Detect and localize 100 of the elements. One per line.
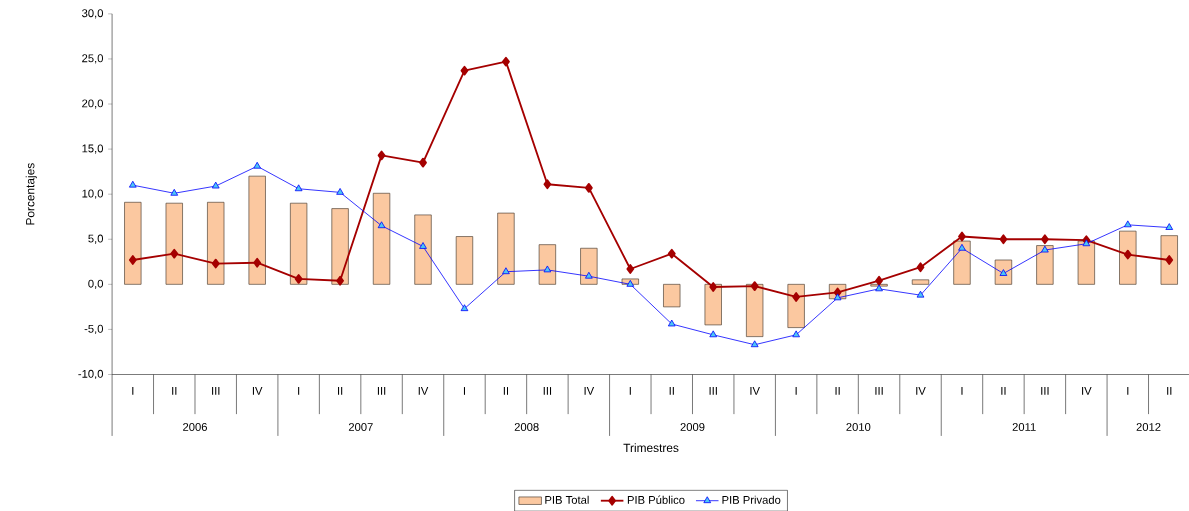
point: [1165, 223, 1174, 230]
point: [667, 319, 676, 327]
y-tick-label: 15,0: [82, 144, 103, 154]
y-tick-label: 25,0: [82, 54, 103, 64]
bar: [1160, 235, 1178, 285]
point: [211, 258, 220, 269]
point: [253, 161, 262, 169]
point: [543, 179, 552, 190]
x-tick-label: I: [961, 386, 963, 395]
bar: [1077, 240, 1095, 285]
point: [958, 243, 966, 251]
point: [253, 257, 262, 268]
bar: [455, 236, 474, 285]
bar: [953, 240, 971, 285]
point: [1123, 220, 1132, 228]
point: [377, 221, 386, 229]
bar: [290, 202, 308, 285]
x-tick-label: III: [212, 386, 220, 395]
x-tick-label: I: [1127, 386, 1129, 395]
point: [1041, 245, 1049, 253]
bar: [580, 247, 598, 285]
text: 2008: [514, 422, 539, 431]
legend-label: PIB Privado: [722, 495, 781, 504]
x-tick-label: II: [172, 386, 177, 395]
y-tick-label: -5,0: [84, 324, 104, 334]
x-tick-label: II: [835, 386, 840, 395]
y-tick-label: 5,0: [88, 234, 104, 244]
y-tick-label: 20,0: [82, 99, 103, 109]
text: 2011: [1012, 422, 1036, 431]
point: [460, 304, 469, 311]
point: [377, 150, 386, 161]
point: [1165, 255, 1174, 265]
point: [875, 284, 883, 292]
bar: [663, 283, 681, 308]
text: 2007: [348, 422, 373, 431]
x-tick-label: III: [1041, 386, 1049, 395]
point: [626, 264, 635, 274]
x-tick-label: IV: [584, 386, 595, 395]
point: [460, 65, 469, 76]
point: [336, 187, 344, 195]
x-tick-label: I: [463, 386, 466, 395]
x-tick-label: IV: [916, 386, 926, 395]
x-tick-label: III: [709, 386, 717, 395]
y-tick-label: -10,0: [78, 369, 103, 380]
point: [999, 234, 1008, 245]
point: [750, 281, 759, 291]
bar: [124, 201, 142, 285]
x-tick-label: III: [377, 386, 386, 395]
bar: [911, 279, 930, 285]
point: [833, 293, 842, 301]
point: [419, 157, 427, 168]
point: [792, 291, 801, 302]
x-tick-label: I: [629, 386, 631, 395]
point: [916, 262, 925, 272]
x-tick-label: IV: [1082, 386, 1092, 395]
bar: [497, 212, 515, 285]
x-tick-label: IV: [252, 386, 263, 395]
point: [709, 330, 718, 338]
point: [294, 184, 303, 192]
text: 2010: [846, 422, 871, 431]
x-tick-label: II: [338, 386, 343, 395]
point: [1040, 234, 1049, 245]
legend-label: PIB Total: [545, 495, 589, 504]
point: [294, 273, 303, 284]
bar: [414, 214, 432, 285]
point: [128, 255, 137, 265]
x-tick-label: II: [503, 386, 509, 395]
point: [170, 188, 179, 196]
x-tick-label: I: [132, 386, 134, 395]
point: [585, 271, 593, 279]
point: [419, 242, 427, 249]
bar: [1036, 245, 1054, 285]
y-tick-label: 10,0: [82, 189, 103, 199]
x-tick-label: III: [875, 386, 883, 395]
point: [543, 265, 552, 273]
point: [750, 340, 759, 348]
point: [1123, 249, 1132, 260]
point: [336, 275, 344, 286]
y-tick-label: 0,0: [88, 279, 104, 289]
point: [584, 182, 593, 193]
bar: [331, 208, 349, 285]
bar: [248, 175, 266, 285]
text: 2006: [183, 422, 207, 431]
bar: [372, 192, 391, 285]
y-tick-label: 30,0: [82, 9, 103, 19]
bar: [704, 283, 722, 326]
point: [958, 231, 966, 242]
y-axis-title: Porcentajes: [25, 163, 37, 225]
x-tick-label: II: [1167, 386, 1172, 395]
point: [875, 275, 883, 286]
point: [667, 248, 676, 259]
bar: [1119, 230, 1137, 285]
point: [1082, 239, 1091, 247]
x-tick-label: I: [298, 386, 300, 395]
bar: [165, 202, 183, 285]
text: 2009: [680, 422, 705, 431]
point: [170, 248, 179, 259]
text: 2012: [1136, 422, 1161, 431]
x-tick-label: III: [543, 386, 552, 395]
bar: [787, 283, 805, 328]
